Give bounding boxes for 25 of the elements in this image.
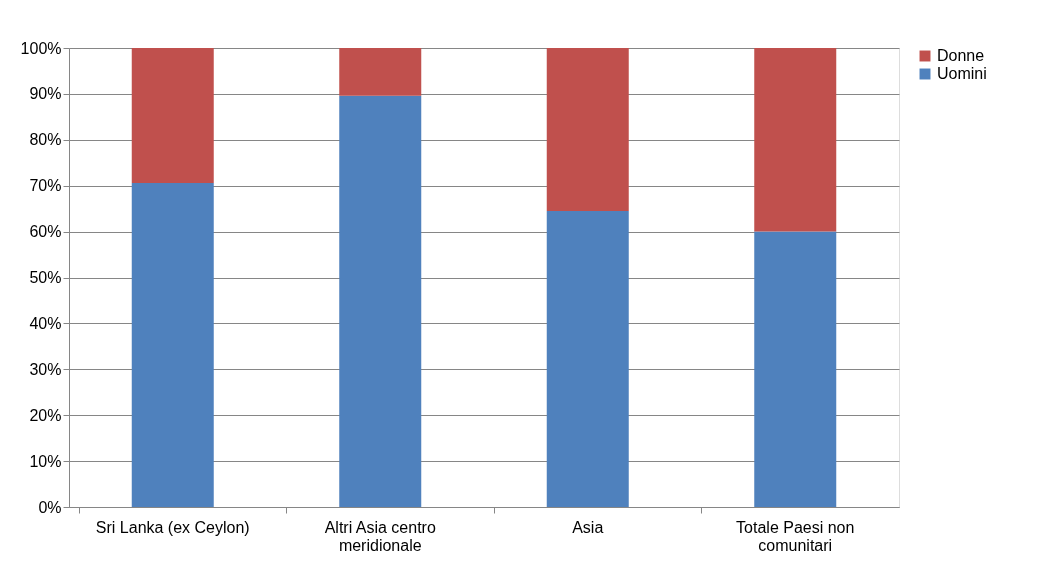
x-tick-label: Sri Lanka (ex Ceylon): [95, 518, 250, 536]
bar: [546, 48, 629, 211]
y-tick-label: 10%: [29, 452, 62, 470]
legend-label: Uomini: [937, 65, 987, 82]
y-tick-label: 70%: [29, 177, 62, 195]
y-tick-label: 90%: [29, 85, 62, 103]
y-tick-label: 20%: [29, 406, 62, 424]
bar: [339, 95, 422, 507]
legend-label: Donne: [937, 47, 985, 64]
y-tick-label: 0%: [38, 498, 62, 516]
bar: [546, 210, 629, 507]
bar: [131, 48, 214, 183]
bar: [754, 48, 837, 232]
y-tick-label: 100%: [20, 39, 62, 57]
y-tick-label: 30%: [29, 360, 62, 378]
y-tick-label: 80%: [29, 131, 62, 149]
x-tick-label: Asia: [572, 518, 604, 536]
bar: [131, 182, 214, 507]
bar: [339, 48, 422, 96]
y-tick-label: 40%: [29, 314, 62, 332]
bar: [754, 231, 837, 507]
y-tick-label: 50%: [29, 269, 62, 286]
x-tick-label: Totale Paesi non comunitari: [736, 518, 855, 554]
x-tick-label: Altri Asia centro meridionale: [324, 518, 436, 554]
y-tick-label: 60%: [29, 223, 62, 241]
